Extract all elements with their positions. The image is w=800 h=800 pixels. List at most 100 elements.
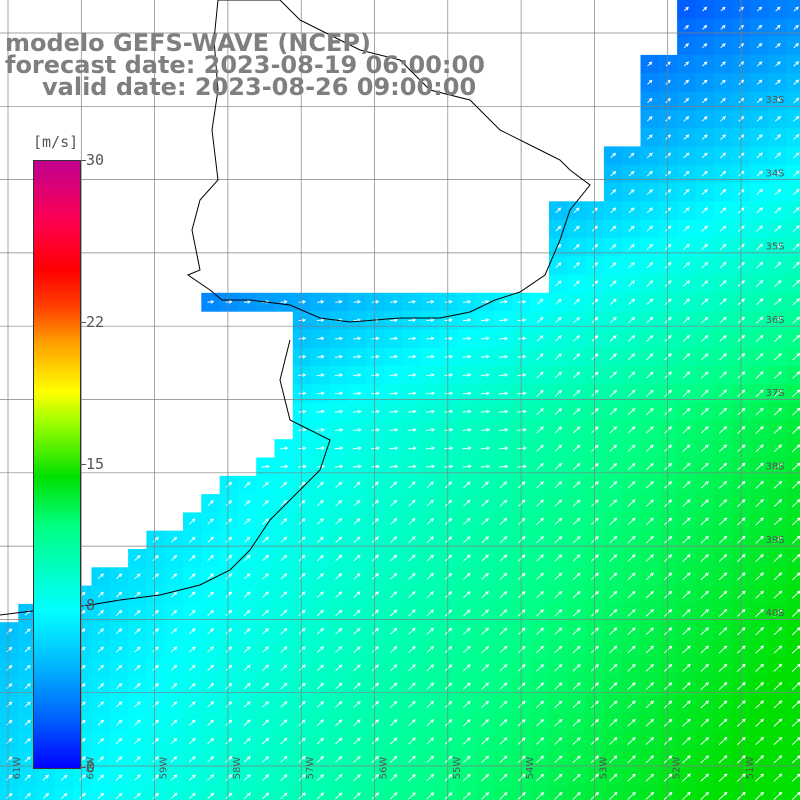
wind-arrow bbox=[243, 792, 251, 800]
wind-arrow bbox=[682, 280, 690, 287]
wind-arrow bbox=[756, 134, 763, 140]
wind-arrow bbox=[628, 189, 635, 195]
longitude-labels: 61W 60W 59W 58W 57W 56W 55W 54W 53W 52W 51W bbox=[12, 757, 756, 780]
wind-arrow bbox=[408, 719, 416, 727]
wind-arrow bbox=[317, 518, 324, 525]
wind-arrow bbox=[499, 572, 508, 580]
wind-arrow bbox=[61, 774, 68, 781]
wind-arrow bbox=[608, 791, 618, 800]
wind-arrow bbox=[115, 774, 123, 781]
wind-arrow bbox=[280, 646, 288, 653]
wind-arrow bbox=[609, 554, 618, 562]
wind-arrow bbox=[700, 663, 710, 672]
wind-arrow bbox=[536, 572, 544, 580]
wind-arrow bbox=[225, 719, 233, 726]
wind-arrow bbox=[683, 152, 690, 159]
wind-arrow bbox=[755, 553, 764, 562]
wind-arrow bbox=[645, 682, 655, 691]
wind-arrow bbox=[152, 719, 160, 726]
wind-arrow bbox=[572, 462, 581, 471]
wind-arrow bbox=[335, 554, 343, 562]
wind-cell bbox=[786, 366, 800, 385]
wind-arrow bbox=[701, 243, 709, 251]
wind-arrow bbox=[573, 225, 580, 232]
wind-cell bbox=[786, 475, 800, 495]
wind-cell bbox=[786, 164, 800, 184]
wind-arrow bbox=[755, 627, 764, 636]
wind-arrow bbox=[280, 300, 288, 304]
wind-arrow bbox=[627, 335, 636, 342]
longitude-label: 56W bbox=[379, 757, 390, 780]
wind-arrow bbox=[700, 718, 710, 727]
wind-arrow bbox=[444, 737, 453, 745]
wind-arrow bbox=[317, 499, 324, 507]
wind-arrow bbox=[756, 152, 763, 159]
wind-arrow bbox=[720, 134, 727, 140]
wind-arrow bbox=[755, 316, 764, 324]
wind-arrow bbox=[554, 609, 563, 617]
wind-arrow bbox=[773, 755, 783, 764]
wind-arrow bbox=[335, 499, 343, 507]
wind-arrow bbox=[755, 681, 765, 691]
wind-cell bbox=[530, 786, 550, 800]
wind-arrow bbox=[243, 755, 251, 763]
longitude-label: 59W bbox=[159, 757, 170, 780]
wind-arrow bbox=[609, 462, 618, 471]
wind-arrow bbox=[389, 446, 399, 451]
wind-arrow bbox=[170, 774, 178, 781]
wind-arrow bbox=[627, 554, 636, 562]
wind-arrow bbox=[408, 499, 416, 507]
wind-cell bbox=[219, 786, 239, 800]
wind-arrow bbox=[554, 554, 563, 562]
wind-arrow bbox=[371, 774, 380, 782]
wind-cell bbox=[786, 786, 800, 800]
wind-arrow bbox=[225, 664, 233, 671]
wind-arrow bbox=[371, 664, 380, 672]
wind-arrow bbox=[774, 334, 782, 343]
wind-arrow bbox=[444, 645, 453, 654]
longitude-label: 60W bbox=[85, 757, 96, 780]
wind-arrow bbox=[555, 298, 562, 305]
wind-arrow bbox=[225, 646, 233, 653]
wind-arrow bbox=[555, 280, 562, 287]
wind-arrow bbox=[554, 718, 563, 727]
wind-arrow bbox=[536, 517, 544, 525]
wind-arrow bbox=[646, 335, 654, 342]
wind-arrow bbox=[499, 737, 508, 745]
wind-arrow bbox=[646, 207, 653, 214]
wind-arrow bbox=[298, 554, 306, 562]
wind-arrow bbox=[262, 664, 270, 672]
wind-arrow bbox=[609, 481, 618, 489]
wind-cell bbox=[567, 786, 587, 800]
wind-arrow bbox=[444, 554, 453, 562]
wind-arrow bbox=[627, 645, 636, 654]
wind-arrow bbox=[554, 371, 562, 379]
wind-arrow bbox=[517, 517, 526, 525]
wind-arrow bbox=[481, 719, 490, 727]
wind-arrow bbox=[720, 6, 726, 12]
wind-arrow bbox=[609, 700, 618, 709]
wind-arrow bbox=[773, 444, 783, 453]
wind-arrow bbox=[793, 42, 800, 49]
wind-arrow bbox=[408, 755, 416, 763]
wind-cell bbox=[786, 109, 800, 129]
wind-arrow bbox=[755, 663, 765, 672]
wind-arrow bbox=[225, 756, 233, 763]
wind-arrow bbox=[755, 736, 765, 746]
wind-arrow bbox=[481, 609, 489, 617]
wind-arrow bbox=[426, 300, 435, 304]
wind-arrow bbox=[627, 791, 636, 800]
wind-arrow bbox=[152, 701, 160, 708]
wind-arrow bbox=[79, 792, 86, 799]
wind-arrow bbox=[116, 573, 123, 580]
wind-arrow bbox=[499, 554, 508, 562]
wind-arrow bbox=[572, 590, 581, 599]
wind-arrow bbox=[755, 499, 764, 508]
wind-arrow bbox=[609, 298, 617, 305]
wind-arrow bbox=[719, 334, 727, 342]
wind-arrow bbox=[517, 446, 527, 450]
wind-arrow bbox=[719, 389, 727, 398]
wind-arrow bbox=[517, 627, 526, 635]
wind-arrow bbox=[280, 518, 288, 525]
wind-arrow bbox=[353, 682, 361, 690]
